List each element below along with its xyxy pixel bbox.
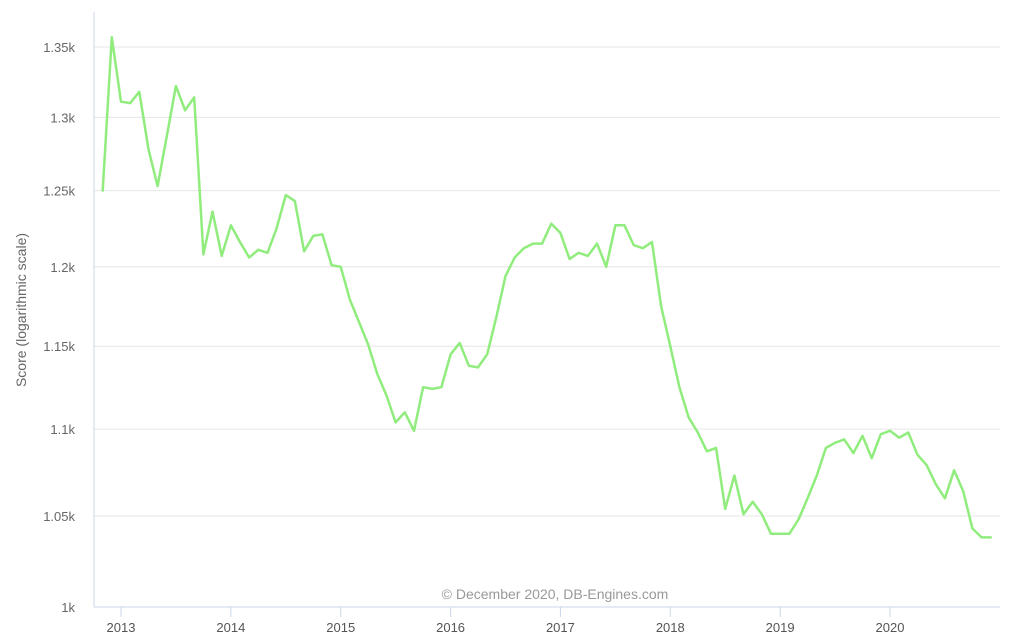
y-tick-label: 1.1k: [50, 422, 75, 437]
credits-text: © December 2020, DB-Engines.com: [442, 586, 669, 602]
series-line: [101, 36, 992, 539]
y-tick-label: 1.2k: [50, 260, 75, 275]
y-tick-label: 1.35k: [43, 40, 75, 55]
x-tick-label: 2020: [876, 620, 905, 635]
y-tick-label: 1k: [61, 600, 75, 615]
x-tick-label: 2015: [326, 620, 355, 635]
x-tick-label: 2017: [546, 620, 575, 635]
y-axis-label: Score (logarithmic scale): [13, 233, 29, 387]
x-tick-label: 2014: [216, 620, 245, 635]
x-tick-label: 2013: [107, 620, 136, 635]
x-tick-label: 2018: [656, 620, 685, 635]
y-tick-label: 1.15k: [43, 339, 75, 354]
axes: [93, 12, 1000, 608]
y-tick-label: 1.25k: [43, 184, 75, 199]
x-tick-labels: 2013 2014 2015 2016 2017 2018 2019 2020: [107, 607, 905, 635]
y-tick-label: 1.05k: [43, 509, 75, 524]
y-tick-labels: 1k 1.05k 1.1k 1.15k 1.2k 1.25k 1.3k 1.35k: [43, 40, 75, 615]
grid-lines: [94, 46, 1000, 517]
x-tick-label: 2016: [436, 620, 465, 635]
x-tick-label: 2019: [766, 620, 795, 635]
series-group: [101, 36, 992, 539]
y-tick-label: 1.3k: [50, 110, 75, 125]
